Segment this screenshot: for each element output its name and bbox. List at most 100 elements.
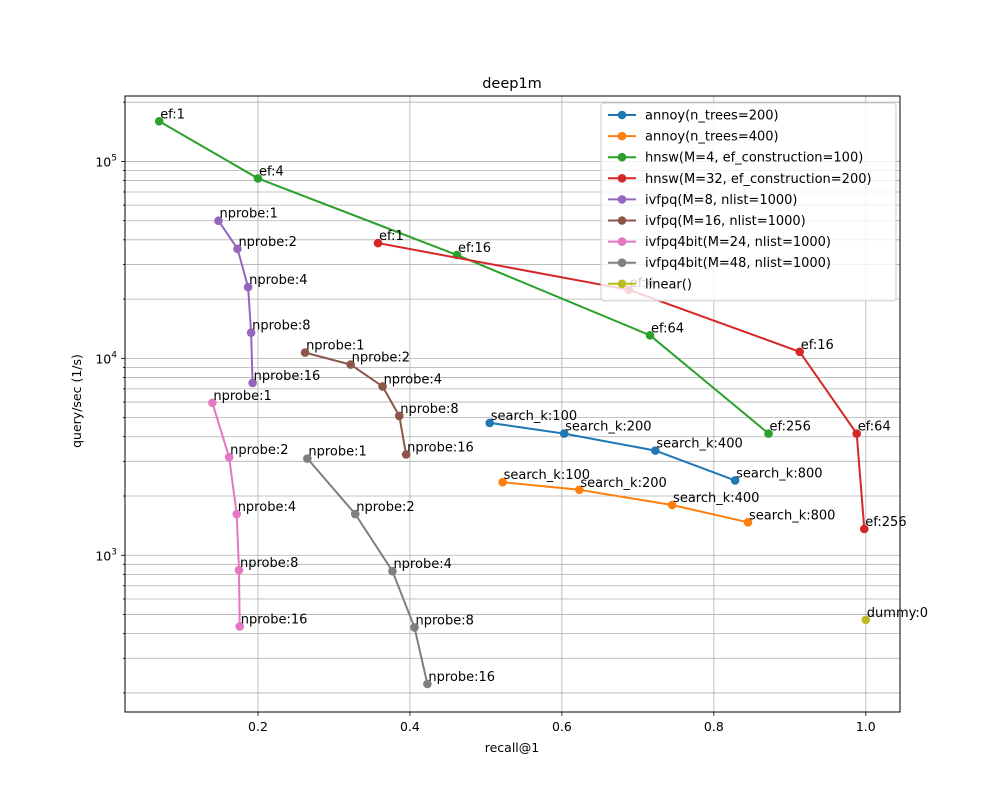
point-label: search_k:400 [673, 491, 759, 506]
point-label: nprobe:16 [254, 369, 321, 384]
data-point [300, 348, 310, 357]
legend-entry: linear() [645, 277, 692, 292]
legend-marker [617, 110, 627, 120]
point-label: ef:16 [458, 241, 491, 256]
legend-marker [617, 237, 627, 246]
data-point [852, 429, 861, 438]
data-point [859, 524, 869, 534]
point-label: ef:64 [858, 420, 891, 435]
legend-box [600, 102, 897, 302]
data-point [388, 566, 397, 576]
x-axis-ticks: 0.2 0.4 0.6 0.8 1.0 [248, 712, 876, 734]
point-label: nprobe:4 [393, 557, 451, 572]
legend-entry: hnsw(M=32, ef_construction=200) [645, 172, 872, 187]
data-point [667, 500, 677, 510]
data-point [224, 452, 234, 462]
data-point [232, 509, 241, 519]
data-point [350, 509, 360, 519]
x-axis-label: recall@1 [485, 740, 540, 755]
data-point [861, 615, 871, 625]
data-point [253, 174, 263, 183]
point-label: nprobe:1 [213, 389, 271, 404]
point-label: nprobe:8 [252, 319, 310, 334]
point-label: nprobe:1 [306, 339, 364, 354]
legend-marker [617, 216, 627, 225]
data-point [423, 679, 432, 689]
data-point [233, 244, 242, 254]
point-label: ef:256 [865, 515, 906, 530]
point-label: nprobe:2 [352, 351, 410, 366]
x-tick-label: 0.8 [704, 719, 724, 734]
point-label: search_k:800 [749, 508, 835, 523]
x-tick-label: 0.6 [552, 719, 572, 734]
data-point [559, 429, 569, 438]
point-label: search_k:400 [656, 437, 742, 452]
data-point [214, 216, 223, 226]
point-label: ef:4 [259, 164, 284, 179]
legend-entry: hnsw(M=4, ef_construction=100) [645, 151, 863, 166]
x-tick-label: 0.4 [400, 719, 420, 734]
series-line [502, 481, 749, 524]
data-point [208, 398, 217, 408]
data-point [764, 429, 773, 438]
data-point [243, 282, 253, 292]
point-label: nprobe:16 [241, 612, 308, 627]
series-line [489, 421, 736, 482]
point-label: nprobe:16 [428, 670, 495, 685]
legend-marker [617, 258, 627, 268]
data-point [730, 476, 740, 485]
point-label: nprobe:8 [240, 556, 298, 571]
data-point [303, 454, 312, 463]
point-labels: search_k:100search_k:200search_k:400sear… [160, 107, 928, 685]
point-label: nprobe:8 [415, 613, 473, 628]
x-tick-label: 0.2 [248, 719, 268, 734]
data-point [378, 382, 387, 391]
data-point [743, 518, 753, 527]
legend-marker [617, 152, 627, 162]
legend-marker [617, 195, 627, 204]
point-label: search_k:100 [491, 409, 577, 424]
legend-marker [617, 279, 627, 289]
point-label: ef:1 [379, 229, 404, 244]
data-point [246, 328, 256, 338]
data-point [394, 411, 404, 421]
y-axis-label: query/sec (1/s) [69, 354, 84, 448]
data-point [498, 477, 507, 487]
point-label: nprobe:4 [238, 500, 296, 515]
data-point [346, 360, 355, 369]
data-point [401, 450, 411, 459]
data-point [575, 485, 584, 495]
data-point [248, 378, 257, 388]
data-point [373, 238, 383, 248]
point-label: nprobe:1 [219, 207, 277, 222]
data-point [154, 116, 164, 126]
data-point [645, 330, 655, 340]
point-label: nprobe:2 [230, 443, 288, 458]
legend-entry: ivfpq4bit(M=48, nlist=1000) [645, 256, 831, 271]
legend-entry: annoy(n_trees=400) [645, 130, 779, 145]
data-point [235, 622, 245, 631]
data-point [234, 565, 244, 575]
point-label: dummy:0 [867, 606, 928, 621]
point-label: search_k:100 [504, 468, 590, 483]
point-label: nprobe:8 [400, 402, 458, 417]
point-label: ef:1 [160, 107, 185, 122]
data-point [651, 446, 660, 455]
legend-entry: annoy(n_trees=200) [645, 109, 779, 124]
point-label: search_k:200 [580, 476, 666, 491]
point-label: nprobe:2 [238, 235, 296, 250]
point-label: search_k:200 [565, 420, 651, 435]
chart-title: deep1m [482, 76, 542, 92]
legend: annoy(n_trees=200) annoy(n_trees=400)hnsw… [600, 102, 897, 302]
series-layer [154, 116, 871, 689]
point-label: ef:64 [651, 321, 684, 336]
point-label: nprobe:4 [384, 372, 442, 387]
point-label: nprobe:2 [356, 500, 414, 515]
point-label: ef:256 [770, 420, 811, 435]
legend-marker [617, 174, 627, 183]
point-label: ef:16 [801, 338, 834, 353]
plot-frame [124, 95, 901, 713]
point-label: search_k:800 [736, 466, 822, 481]
data-point [410, 623, 419, 632]
